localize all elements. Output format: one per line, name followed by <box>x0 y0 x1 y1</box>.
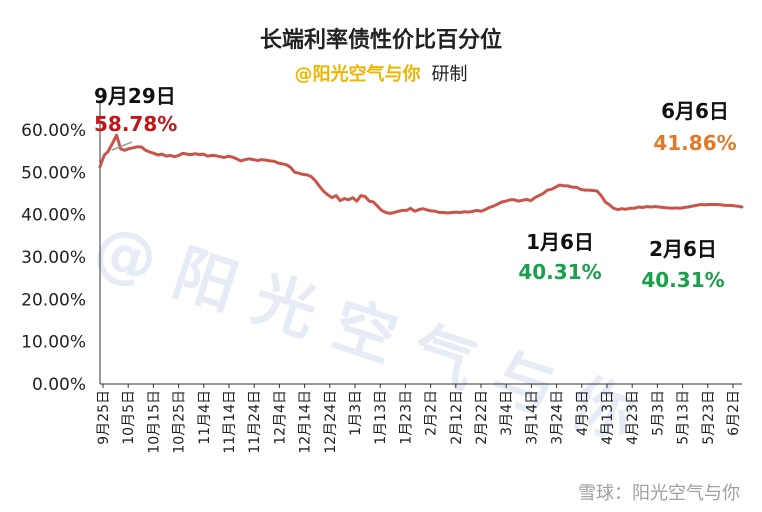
x-tick-label: 2月22日 <box>474 390 490 445</box>
annotation-jan6-date: 1月6日 <box>526 230 594 254</box>
x-tick-label: 5月13日 <box>676 390 692 445</box>
x-tick-label: 10月25日 <box>172 390 188 454</box>
x-tick-label: 12月24日 <box>323 390 339 454</box>
chart-title: 长端利率债性价比百分位 <box>260 27 502 53</box>
y-tick-label: 0.00% <box>32 375 86 395</box>
y-tick-label: 60.00% <box>21 121 86 141</box>
y-tick-labels: 0.00% 10.00% 20.00% 30.00% 40.00% 50.00% 60.00… <box>21 121 86 395</box>
x-tick-label: 1月13日 <box>373 390 389 445</box>
x-tick-label: 4月3日 <box>575 390 591 436</box>
subtitle-suffix: 研制 <box>432 64 468 85</box>
x-tick-label: 5月23日 <box>701 390 717 445</box>
annotation-peak-date: 9月29日 <box>94 84 176 108</box>
annotation-jan6-value: 40.31% <box>518 260 601 284</box>
x-tick-label: 10月5日 <box>121 390 137 445</box>
x-tick-label: 5月3日 <box>650 390 666 436</box>
x-tick-label: 3月4日 <box>499 390 515 436</box>
x-tick-label: 12月14日 <box>298 390 314 454</box>
annotation-peak-value: 58.78% <box>94 112 177 136</box>
x-tick-label: 12月4日 <box>272 390 288 445</box>
series-line <box>98 133 744 215</box>
x-tick-label: 2月12日 <box>449 390 465 445</box>
x-tick-labels: 9月25日 10月5日 10月15日 10月25日 11月4日 11月14日 11月24日 1… <box>96 384 742 454</box>
x-tick-label: 4月23日 <box>625 390 641 445</box>
x-tick-label: 1月3日 <box>348 390 364 436</box>
x-tick-label: 11月24日 <box>247 390 263 454</box>
x-tick-label: 10月15日 <box>146 390 162 454</box>
annotation-feb6-value: 40.31% <box>641 268 724 292</box>
x-tick-label: 3月24日 <box>550 390 566 445</box>
annotation-jun6-date: 6月6日 <box>661 99 729 123</box>
y-tick-label: 40.00% <box>21 206 86 226</box>
x-tick-label: 1月23日 <box>398 390 414 445</box>
x-tick-label: 11月14日 <box>222 390 238 454</box>
annotation-jun6-value: 41.86% <box>653 131 736 155</box>
subtitle-author: @阳光空气与你 <box>294 63 420 85</box>
chart-subtitle: @阳光空气与你 研制 <box>294 63 467 85</box>
annotation-feb6-date: 2月6日 <box>649 237 717 261</box>
peak-callout-line <box>111 141 133 151</box>
x-tick-label: 9月25日 <box>96 390 112 445</box>
y-tick-label: 30.00% <box>21 248 86 268</box>
y-tick-label: 50.00% <box>21 163 86 183</box>
x-tick-label: 2月2日 <box>424 390 440 436</box>
x-tick-label: 4月13日 <box>600 390 616 445</box>
x-tick-label: 3月14日 <box>524 390 540 445</box>
y-tick-label: 10.00% <box>21 333 86 353</box>
x-tick-label: 6月2日 <box>726 390 742 436</box>
x-tick-label: 11月4日 <box>197 390 213 445</box>
y-tick-label: 20.00% <box>21 290 86 310</box>
footer-watermark: 雪球：阳光空气与你 <box>578 483 740 504</box>
